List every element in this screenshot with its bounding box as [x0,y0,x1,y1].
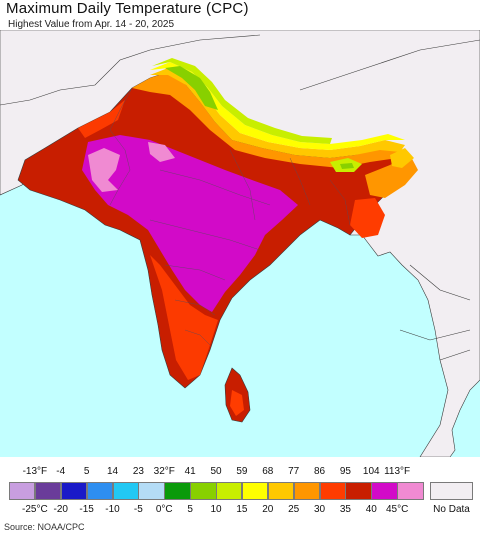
celsius-tick-label: -5 [133,504,143,515]
celsius-tick-label: 15 [236,504,248,515]
temperature-map [0,30,480,457]
legend-swatch [86,482,113,500]
celsius-tick-label: 25 [288,504,300,515]
legend-swatch [293,482,320,500]
celsius-tick-label: 35 [339,504,351,515]
legend-swatch [267,482,295,500]
region-over-45 [88,148,120,192]
region-20-25 [150,68,405,158]
legend-swatch [60,482,88,500]
legend-swatch [241,482,269,500]
region-30-35 [150,255,218,380]
legend-swatch [319,482,346,500]
source-credit: Source: NOAA/CPC [4,522,85,532]
legend: -13°F -4 5 14 23 32°F 41 50 59 68 77 86 95 104 113°F -… [0,460,480,522]
legend-swatch [138,482,165,500]
legend-swatch [34,482,62,500]
legend-swatch [216,482,243,500]
region-5-10 [165,66,218,110]
fahrenheit-tick-label: 104 [362,466,380,477]
region-over-45-central [148,142,175,162]
fahrenheit-tick-label: 59 [236,466,248,477]
legend-swatch [190,482,217,500]
celsius-tick-label: 5 [187,504,193,515]
fahrenheit-tick-label: 68 [262,466,274,477]
region-30-35-northeast [350,198,385,238]
map-subtitle: Highest Value from Apr. 14 - 20, 2025 [8,19,175,30]
no-data-label: No Data [433,504,470,515]
fahrenheit-tick-label: 41 [184,466,196,477]
outside-borders [0,34,480,361]
legend-swatch [397,482,424,500]
fahrenheit-tick-label: 113°F [384,466,411,477]
celsius-tick-label: 30 [313,504,326,515]
fahrenheit-tick-label: -4 [56,466,66,477]
fahrenheit-tick-label: -13°F [22,466,48,477]
celsius-tick-label: -15 [79,504,94,515]
sri-lanka-cooler [230,390,244,416]
fahrenheit-tick-label: 50 [210,466,222,477]
region-20-25-northeast [390,148,414,168]
legend-swatch [345,482,372,500]
celsius-tick-label: 40 [365,504,377,515]
celsius-tick-label: 0°C [155,504,173,515]
celsius-tick-label: -10 [105,504,120,515]
fahrenheit-tick-label: 5 [83,466,90,477]
celsius-tick-label: 20 [262,504,274,515]
region-5-10-bhutan [340,163,354,169]
map-title: Maximum Daily Temperature (CPC) [6,0,249,17]
no-data-swatch [430,482,473,500]
region-25-30-northeast [365,155,418,198]
celsius-tick-label: -20 [53,504,68,515]
fahrenheit-tick-label: 95 [339,466,351,477]
fahrenheit-tick-label: 77 [288,466,300,477]
fahrenheit-tick-label: 14 [106,466,119,477]
fahrenheit-tick-label: 23 [132,466,144,477]
region-30-35-northwest [78,100,125,138]
legend-swatch [164,482,191,500]
legend-swatch [112,482,139,500]
fahrenheit-tick-label: 32°F [153,466,175,477]
region-40-45 [82,135,298,312]
legend-swatch [9,482,36,500]
region-25-30 [132,72,400,168]
fahrenheit-tick-label: 86 [313,466,326,477]
celsius-tick-label: 10 [210,504,222,515]
celsius-tick-label: -25°C [22,504,48,515]
internal-borders [109,87,351,346]
celsius-tick-label: 45°C [385,504,409,515]
legend-swatch [371,482,398,500]
